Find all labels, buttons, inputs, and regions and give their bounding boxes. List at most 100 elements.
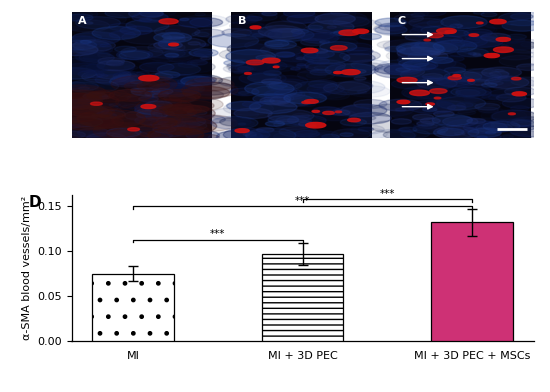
Circle shape — [307, 84, 344, 94]
Circle shape — [118, 73, 137, 78]
Circle shape — [327, 61, 375, 74]
Circle shape — [353, 69, 366, 73]
Circle shape — [433, 111, 454, 117]
Circle shape — [299, 122, 316, 126]
Circle shape — [323, 89, 332, 92]
Circle shape — [470, 53, 481, 56]
Circle shape — [78, 128, 110, 137]
Circle shape — [239, 72, 287, 85]
Circle shape — [120, 26, 152, 35]
Circle shape — [248, 73, 281, 82]
Circle shape — [137, 30, 151, 34]
Circle shape — [124, 81, 160, 91]
Circle shape — [468, 121, 490, 127]
Circle shape — [264, 99, 274, 102]
Circle shape — [512, 92, 526, 96]
Circle shape — [450, 24, 463, 28]
Circle shape — [166, 29, 180, 33]
Circle shape — [78, 71, 104, 78]
Circle shape — [351, 125, 384, 134]
Circle shape — [296, 65, 309, 68]
Circle shape — [481, 109, 527, 122]
Circle shape — [94, 63, 134, 74]
Circle shape — [131, 80, 142, 83]
Circle shape — [498, 12, 548, 25]
Circle shape — [227, 66, 238, 69]
Circle shape — [474, 77, 514, 88]
Circle shape — [88, 128, 139, 142]
Circle shape — [200, 44, 209, 46]
Circle shape — [432, 114, 472, 126]
Circle shape — [414, 119, 454, 131]
Circle shape — [414, 38, 460, 51]
Circle shape — [144, 79, 170, 86]
Circle shape — [194, 50, 212, 56]
Circle shape — [397, 77, 417, 83]
Text: ***: *** — [379, 189, 395, 199]
Circle shape — [165, 53, 179, 57]
Circle shape — [157, 110, 195, 120]
Circle shape — [68, 126, 107, 137]
Circle shape — [516, 64, 541, 71]
Circle shape — [92, 113, 117, 120]
Circle shape — [507, 119, 534, 127]
Circle shape — [156, 82, 205, 95]
Circle shape — [272, 56, 314, 67]
Circle shape — [146, 96, 155, 98]
Circle shape — [139, 75, 159, 81]
Circle shape — [145, 80, 162, 85]
Circle shape — [314, 66, 328, 70]
Circle shape — [185, 78, 234, 91]
Circle shape — [284, 92, 327, 104]
Circle shape — [447, 105, 466, 111]
Circle shape — [434, 97, 441, 99]
Circle shape — [86, 133, 126, 144]
Circle shape — [297, 64, 305, 66]
Circle shape — [67, 27, 80, 30]
Circle shape — [238, 123, 246, 125]
Circle shape — [75, 51, 112, 62]
Circle shape — [415, 38, 465, 52]
Circle shape — [219, 118, 251, 126]
Circle shape — [383, 130, 416, 140]
Circle shape — [121, 118, 142, 124]
Circle shape — [288, 115, 326, 126]
Circle shape — [456, 87, 491, 96]
Circle shape — [105, 8, 140, 18]
Circle shape — [400, 68, 450, 82]
Circle shape — [274, 119, 313, 130]
Circle shape — [169, 83, 202, 92]
Circle shape — [167, 74, 194, 82]
Circle shape — [343, 43, 372, 51]
Circle shape — [276, 116, 311, 125]
Circle shape — [402, 86, 450, 99]
Circle shape — [83, 93, 108, 100]
Circle shape — [333, 17, 370, 27]
Circle shape — [121, 47, 163, 58]
Circle shape — [383, 40, 428, 52]
Circle shape — [119, 76, 146, 83]
Circle shape — [473, 54, 481, 56]
Circle shape — [259, 135, 267, 138]
Circle shape — [91, 102, 102, 105]
Circle shape — [96, 74, 108, 77]
Circle shape — [138, 109, 158, 114]
Circle shape — [436, 36, 463, 44]
Circle shape — [323, 82, 370, 94]
Circle shape — [295, 67, 318, 73]
Circle shape — [135, 105, 167, 114]
Circle shape — [395, 108, 406, 111]
Circle shape — [409, 18, 443, 27]
Circle shape — [427, 33, 443, 38]
Circle shape — [379, 99, 422, 111]
Circle shape — [166, 127, 201, 136]
Bar — [92, 274, 174, 341]
Circle shape — [79, 65, 108, 73]
Circle shape — [437, 94, 452, 98]
Circle shape — [73, 40, 116, 51]
Circle shape — [187, 110, 207, 115]
Circle shape — [54, 68, 96, 79]
Circle shape — [57, 93, 119, 110]
Circle shape — [443, 116, 478, 126]
Circle shape — [256, 127, 274, 132]
